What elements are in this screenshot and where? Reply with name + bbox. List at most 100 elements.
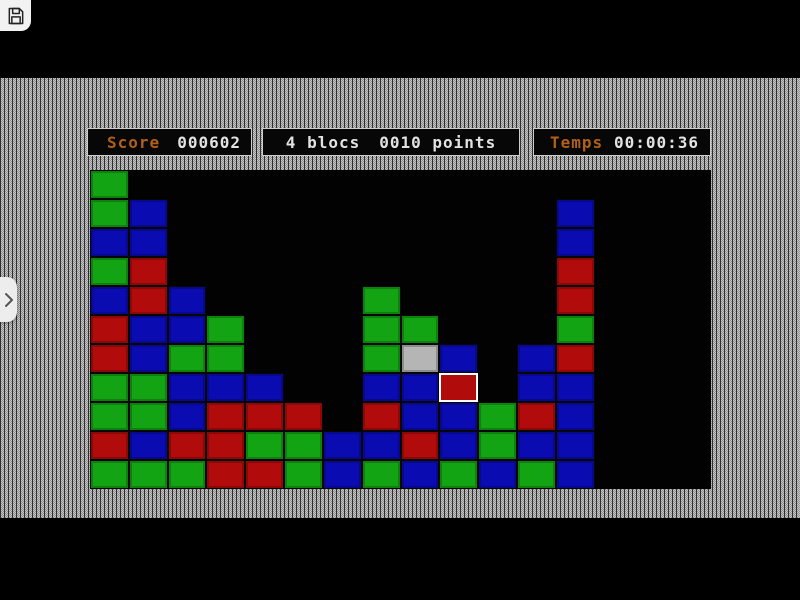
block-blue[interactable]	[555, 402, 595, 431]
block-blue[interactable]	[400, 402, 440, 431]
empty-cell	[401, 228, 440, 257]
block-blue[interactable]	[555, 373, 595, 402]
block-green[interactable]	[90, 460, 129, 489]
block-blue[interactable]	[516, 344, 556, 373]
block-green[interactable]	[284, 431, 323, 460]
block-red[interactable]	[555, 257, 595, 286]
block-green[interactable]	[478, 402, 517, 431]
empty-cell	[206, 286, 245, 315]
block-green[interactable]	[555, 315, 595, 344]
block-green[interactable]	[361, 286, 401, 315]
block-blue[interactable]	[361, 373, 401, 402]
block-red-selected[interactable]	[439, 373, 479, 402]
save-button[interactable]	[0, 0, 31, 31]
block-blue[interactable]	[555, 431, 595, 460]
block-red[interactable]	[90, 315, 129, 344]
block-blue[interactable]	[439, 431, 479, 460]
play-field[interactable]	[90, 170, 711, 489]
empty-cell	[672, 460, 711, 489]
empty-cell	[672, 431, 711, 460]
block-green[interactable]	[167, 460, 207, 489]
block-red[interactable]	[128, 257, 168, 286]
block-red[interactable]	[90, 344, 129, 373]
block-red[interactable]	[128, 286, 168, 315]
empty-cell	[245, 315, 284, 344]
block-blue[interactable]	[167, 286, 207, 315]
block-red[interactable]	[555, 286, 595, 315]
block-red[interactable]	[206, 431, 246, 460]
block-green[interactable]	[128, 460, 168, 489]
block-blue[interactable]	[167, 402, 207, 431]
block-green[interactable]	[361, 344, 401, 373]
block-red[interactable]	[555, 344, 595, 373]
block-blue[interactable]	[516, 431, 556, 460]
block-green[interactable]	[90, 257, 129, 286]
block-red[interactable]	[90, 431, 129, 460]
block-blue[interactable]	[128, 344, 168, 373]
save-icon	[6, 6, 26, 26]
block-red[interactable]	[245, 402, 285, 431]
empty-cell	[284, 228, 323, 257]
empty-cell	[517, 315, 556, 344]
block-blue[interactable]	[322, 431, 362, 460]
block-blue[interactable]	[90, 228, 129, 257]
block-green[interactable]	[90, 199, 129, 228]
block-green[interactable]	[516, 460, 556, 489]
block-blue[interactable]	[478, 460, 517, 489]
block-blue[interactable]	[128, 199, 168, 228]
empty-cell	[595, 199, 634, 228]
block-green[interactable]	[90, 170, 129, 199]
block-green[interactable]	[128, 373, 168, 402]
block-green[interactable]	[400, 315, 440, 344]
block-red[interactable]	[206, 402, 246, 431]
block-green[interactable]	[361, 460, 401, 489]
empty-cell	[245, 170, 284, 199]
block-green[interactable]	[167, 344, 207, 373]
block-blue[interactable]	[167, 373, 207, 402]
block-blue[interactable]	[400, 373, 440, 402]
block-blue[interactable]	[361, 431, 401, 460]
block-green[interactable]	[439, 460, 479, 489]
block-green[interactable]	[90, 373, 129, 402]
block-red[interactable]	[516, 402, 556, 431]
block-green[interactable]	[90, 402, 129, 431]
side-panel-toggle[interactable]	[0, 277, 17, 322]
block-green[interactable]	[128, 402, 168, 431]
block-silver[interactable]	[400, 344, 440, 373]
block-blue[interactable]	[516, 373, 556, 402]
selection-points: 0010 points	[379, 132, 497, 152]
empty-cell	[478, 373, 517, 402]
empty-cell	[478, 344, 517, 373]
block-blue[interactable]	[322, 460, 362, 489]
block-blue[interactable]	[206, 373, 246, 402]
empty-cell	[595, 460, 634, 489]
block-blue[interactable]	[439, 402, 479, 431]
block-red[interactable]	[245, 460, 285, 489]
block-blue[interactable]	[128, 315, 168, 344]
empty-cell	[284, 199, 323, 228]
block-green[interactable]	[284, 460, 323, 489]
block-green[interactable]	[206, 344, 246, 373]
block-red[interactable]	[284, 402, 323, 431]
block-blue[interactable]	[555, 460, 595, 489]
block-red[interactable]	[400, 431, 440, 460]
block-green[interactable]	[478, 431, 517, 460]
block-blue[interactable]	[128, 228, 168, 257]
block-blue[interactable]	[90, 286, 129, 315]
block-blue[interactable]	[400, 460, 440, 489]
block-blue[interactable]	[555, 199, 595, 228]
block-green[interactable]	[361, 315, 401, 344]
empty-cell	[323, 286, 362, 315]
block-blue[interactable]	[245, 373, 285, 402]
block-blue[interactable]	[555, 228, 595, 257]
block-green[interactable]	[245, 431, 285, 460]
empty-cell	[633, 257, 672, 286]
block-blue[interactable]	[439, 344, 479, 373]
block-green[interactable]	[206, 315, 246, 344]
block-red[interactable]	[167, 431, 207, 460]
block-red[interactable]	[206, 460, 246, 489]
block-red[interactable]	[361, 402, 401, 431]
block-blue[interactable]	[128, 431, 168, 460]
empty-cell	[245, 286, 284, 315]
block-blue[interactable]	[167, 315, 207, 344]
